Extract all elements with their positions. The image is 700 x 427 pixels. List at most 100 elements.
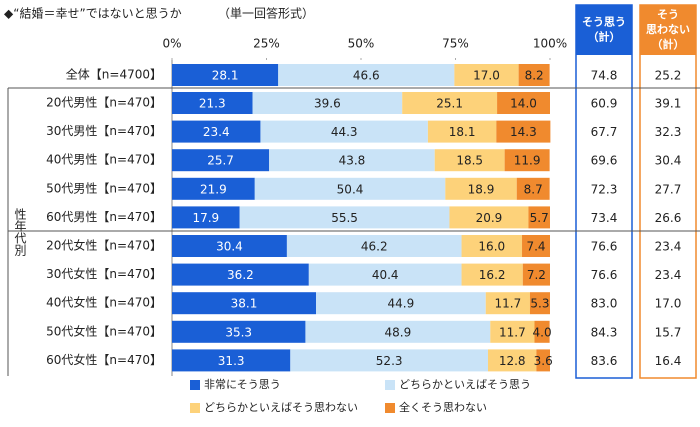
bar-segment bbox=[316, 292, 486, 315]
summary-header-bg bbox=[576, 5, 632, 55]
bar-segment bbox=[172, 206, 240, 229]
summary-value: 67.7 bbox=[591, 125, 618, 139]
value-label: 35.3 bbox=[225, 325, 252, 339]
value-label: 46.2 bbox=[361, 240, 388, 254]
summary-value: 76.6 bbox=[591, 240, 618, 254]
bar-segment bbox=[308, 263, 462, 286]
value-label: 17.0 bbox=[473, 69, 500, 83]
value-label: 11.7 bbox=[499, 325, 526, 339]
bar-segment bbox=[485, 292, 530, 315]
summary-frame bbox=[575, 4, 633, 379]
bar-segment bbox=[522, 263, 550, 286]
bar-segment bbox=[172, 235, 287, 257]
summary-value: 23.4 bbox=[655, 268, 682, 282]
bar-segment bbox=[278, 64, 455, 86]
summary-value: 16.4 bbox=[655, 354, 682, 368]
bar-segment bbox=[286, 235, 462, 257]
summary-header: （計） bbox=[652, 37, 685, 51]
value-label: 46.6 bbox=[353, 69, 380, 83]
bar-segment bbox=[445, 177, 517, 200]
value-label: 12.8 bbox=[499, 354, 526, 368]
category-label: 20代男性【n=470】 bbox=[46, 96, 162, 110]
summary-value: 76.6 bbox=[591, 268, 618, 282]
value-label: 50.4 bbox=[337, 182, 364, 196]
bar-segment bbox=[534, 320, 550, 343]
bar-segment bbox=[172, 320, 306, 343]
value-label: 5.3 bbox=[530, 297, 549, 311]
legend-label: 全くそう思わない bbox=[399, 400, 487, 414]
value-label: 3.6 bbox=[534, 354, 553, 368]
bar-segment bbox=[290, 349, 489, 372]
value-label: 25.1 bbox=[436, 97, 463, 111]
category-label: 40代男性【n=470】 bbox=[46, 153, 162, 167]
summary-header: そう bbox=[657, 8, 679, 21]
summary-value: 69.6 bbox=[591, 154, 618, 168]
category-label: 20代女性【n=470】 bbox=[46, 238, 162, 253]
bar-segment bbox=[516, 177, 550, 200]
value-label: 8.2 bbox=[525, 69, 544, 83]
value-label: 7.4 bbox=[526, 240, 545, 254]
chart-subtitle: （単一回答形式） bbox=[218, 6, 314, 21]
category-label: 40代女性【n=470】 bbox=[46, 295, 162, 310]
value-label: 36.2 bbox=[227, 268, 254, 282]
legend-swatch bbox=[190, 403, 200, 413]
value-label: 8.7 bbox=[524, 182, 543, 196]
value-label: 55.5 bbox=[331, 211, 358, 225]
value-label: 18.9 bbox=[468, 182, 495, 196]
category-label: 60代男性【n=470】 bbox=[46, 210, 162, 224]
value-label: 16.2 bbox=[479, 268, 506, 282]
bar-segment bbox=[172, 149, 270, 172]
summary-header-bg bbox=[640, 5, 696, 55]
summary-value: 60.9 bbox=[591, 97, 618, 111]
summary-value: 39.1 bbox=[655, 97, 682, 111]
value-label: 44.9 bbox=[388, 297, 415, 311]
summary-value: 23.4 bbox=[655, 240, 682, 254]
bar-segment bbox=[269, 149, 435, 172]
value-label: 21.3 bbox=[199, 97, 226, 111]
summary-header: 思わない bbox=[646, 23, 690, 36]
bar-segment bbox=[522, 235, 550, 257]
value-label: 23.4 bbox=[203, 125, 230, 139]
bar-segment bbox=[172, 349, 291, 372]
bar-segment bbox=[252, 92, 403, 114]
category-label: 全体【n=4700】 bbox=[66, 67, 162, 82]
summary-value: 27.7 bbox=[655, 182, 682, 196]
bar-segment bbox=[402, 92, 498, 114]
value-label: 16.0 bbox=[478, 240, 505, 254]
category-label: 60代女性【n=470】 bbox=[46, 352, 162, 367]
bar-segment bbox=[528, 206, 550, 229]
value-label: 30.4 bbox=[216, 240, 243, 254]
value-label: 48.9 bbox=[384, 325, 411, 339]
value-label: 28.1 bbox=[212, 69, 239, 83]
value-label: 14.0 bbox=[510, 97, 537, 111]
bar-segment bbox=[496, 120, 551, 143]
bar-segment bbox=[172, 64, 279, 86]
value-label: 4.0 bbox=[533, 325, 552, 339]
value-label: 11.9 bbox=[514, 154, 541, 168]
bar-segment bbox=[518, 64, 550, 86]
value-label: 44.3 bbox=[331, 125, 358, 139]
value-label: 18.1 bbox=[449, 125, 476, 139]
value-label: 20.9 bbox=[476, 211, 503, 225]
bar-segment bbox=[305, 320, 491, 343]
summary-value: 25.2 bbox=[655, 69, 682, 83]
bar-segment bbox=[529, 292, 550, 315]
bar-segment bbox=[454, 64, 519, 86]
value-label: 5.7 bbox=[530, 211, 549, 225]
summary-value: 83.0 bbox=[591, 297, 618, 311]
value-label: 43.8 bbox=[339, 154, 366, 168]
legend-label: どちらかといえばそう思う bbox=[399, 378, 531, 391]
legend-swatch bbox=[385, 403, 395, 413]
x-tick-label: 25% bbox=[253, 37, 280, 51]
summary-value: 74.8 bbox=[591, 69, 618, 83]
value-label: 39.6 bbox=[314, 97, 341, 111]
bar-segment bbox=[172, 120, 261, 143]
bar-segment bbox=[172, 92, 253, 114]
summary-value: 84.3 bbox=[591, 325, 618, 339]
bar-segment bbox=[254, 177, 446, 200]
bar-segment bbox=[490, 320, 535, 343]
x-tick-label: 75% bbox=[442, 37, 469, 51]
value-label: 18.5 bbox=[456, 154, 483, 168]
bar-segment bbox=[461, 263, 523, 286]
